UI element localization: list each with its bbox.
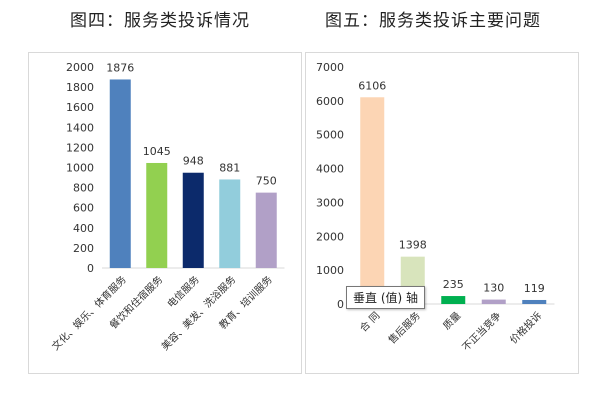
bar-right-5 <box>522 299 547 304</box>
data-label-right-4: 130 <box>483 282 504 295</box>
y-tick-label-left: 400 <box>73 222 94 235</box>
y-tick-label-right: 4000 <box>316 163 344 176</box>
category-label-right-5: 价格投诉 <box>507 309 544 346</box>
data-label-right-1: 6106 <box>358 79 386 92</box>
y-tick-label-left: 1000 <box>66 162 94 175</box>
bar-right-3 <box>441 296 466 304</box>
bar-right-1 <box>360 97 385 304</box>
y-tick-label-left: 0 <box>87 262 94 275</box>
bar-left-2 <box>146 162 168 268</box>
y-tick-label-left: 800 <box>73 182 94 195</box>
y-tick-label-left: 1600 <box>66 101 94 114</box>
category-label-left-3: 电信服务 <box>164 273 201 310</box>
y-tick-label-left: 1200 <box>66 141 94 154</box>
y-tick-label-right: 5000 <box>316 129 344 142</box>
bar-left-5 <box>255 192 277 268</box>
data-label-right-5: 119 <box>524 282 545 295</box>
bar-chart-right: 0 1000 2000 3000 4000 5000 6000 7000 6106 合 同 1398… <box>316 61 555 354</box>
data-label-left-4: 881 <box>219 161 240 174</box>
data-label-left-3: 948 <box>183 155 204 168</box>
y-tick-label-right: 3000 <box>316 196 344 209</box>
y-tick-label-left: 1400 <box>66 121 94 134</box>
y-tick-label-right: 7000 <box>316 61 344 74</box>
category-label-right-3: 质量 <box>441 310 464 333</box>
data-label-left-2: 1045 <box>143 145 171 158</box>
bar-left-3 <box>182 172 204 268</box>
chart-panel-right: 0 1000 2000 3000 4000 5000 6000 7000 6106 合 同 1398… <box>305 52 579 374</box>
data-label-right-3: 235 <box>443 278 464 291</box>
category-label-left-1: 文化、娱乐、体育服务 <box>49 273 129 353</box>
chart-title-right: 图五：服务类投诉主要问题 <box>325 11 541 31</box>
y-tick-label-right: 2000 <box>316 230 344 243</box>
category-label-right-4: 不正当竞争 <box>459 309 504 354</box>
chart-panel-left: 0 200 400 600 800 1000 1200 1400 1600 1800 2000 187… <box>28 52 302 374</box>
y-tick-label-left: 600 <box>73 202 94 215</box>
bar-right-4 <box>481 299 506 304</box>
y-tick-label-left: 2000 <box>66 61 94 74</box>
y-tick-label-right: 0 <box>337 298 344 311</box>
category-label-right-1: 合 同 <box>357 309 383 335</box>
chart-title-left: 图四：服务类投诉情况 <box>70 11 250 31</box>
bar-left-4 <box>219 179 241 268</box>
data-label-right-2: 1398 <box>399 239 427 252</box>
bar-left-1 <box>109 79 131 268</box>
y-tick-label-right: 6000 <box>316 95 344 108</box>
data-label-left-1: 1876 <box>106 61 134 74</box>
axis-tooltip: 垂直 (值) 轴 <box>346 286 425 309</box>
data-label-left-5: 750 <box>256 175 277 188</box>
y-tick-label-right: 1000 <box>316 264 344 277</box>
category-label-right-2: 售后服务 <box>385 309 422 346</box>
bar-chart-left: 0 200 400 600 800 1000 1200 1400 1600 1800 2000 187… <box>49 61 285 353</box>
y-tick-label-left: 200 <box>73 242 94 255</box>
y-tick-label-left: 1800 <box>66 81 94 94</box>
